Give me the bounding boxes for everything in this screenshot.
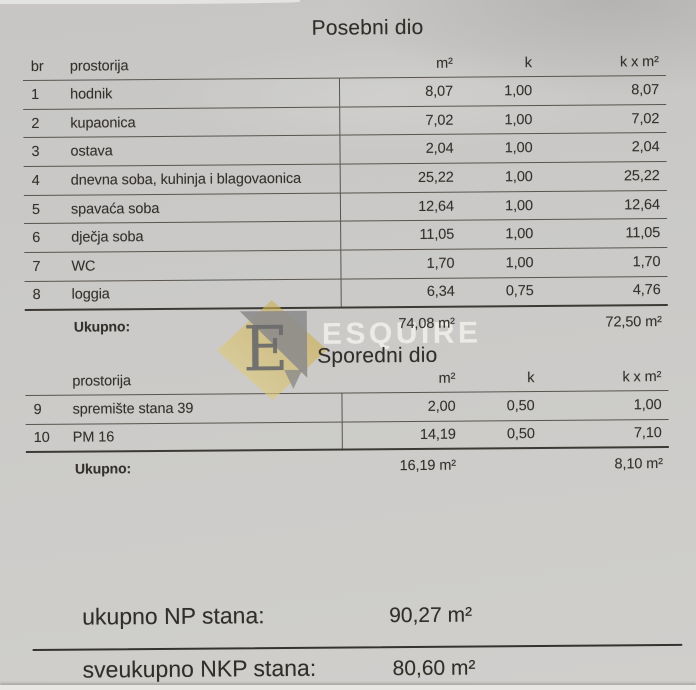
section1-title: Posebni dio [311,15,424,40]
cell-number: 5 [31,201,41,218]
total-kxm2: 8,10 m² [614,456,664,473]
np-value: 90,27 m² [389,603,473,628]
cell-number: 1 [31,86,40,103]
cell-k: 1,00 [504,111,533,128]
cell-kxm2: 4,76 [632,282,661,299]
cell-m2: 1,70 [340,249,460,279]
cell-k: 1,00 [504,82,533,100]
np-label: ukupno NP stana: [82,602,265,630]
summary-divider-line [32,643,683,651]
cell-m2: 25,22 [339,163,459,193]
cell-number: 10 [33,429,50,447]
cell-room: hodnik [70,86,113,103]
cell-number: 4 [31,172,40,189]
cell-kxm2: 7,10 [633,425,662,442]
cell-number: 7 [32,258,41,275]
gray-tip [284,369,303,389]
total-kxm2: 72,50 m² [605,313,662,330]
logo-letter: E [243,312,289,385]
cell-k: 1,00 [505,197,534,214]
cell-number: 2 [31,115,40,132]
header-br: br [30,58,44,75]
nkp-label: sveukupno NKP stana: [82,654,317,683]
cell-k: 1,00 [504,140,533,157]
cell-room: WC [71,258,96,275]
header-k: k [524,55,532,72]
cell-room: dječja soba [71,229,144,246]
gray-facet [239,310,308,378]
header-room: prostorija [69,58,129,75]
total-row: Ukupno: 16,19 m² 8,10 m² [26,448,669,485]
cell-m2: 11,05 [340,221,460,250]
cell-m2: 2,04 [339,135,459,164]
section2-title: Sporedni dio [317,343,438,368]
cell-room: dnevna soba, kuhinja i blagovaonica [70,170,302,189]
cell-kxm2: 1,00 [633,396,662,414]
cell-m2: 14,19 [341,421,461,449]
esquire-watermark: E ESQUIRE [205,289,506,411]
cell-kxm2: 1,70 [632,254,661,271]
nkp-value: 80,60 m² [392,656,476,681]
header-kxm2: k x m² [619,54,659,71]
total-m2: 74,08 m² [398,315,455,332]
total-label: Ukupno: [74,460,132,478]
header-kxm2: k x m² [622,369,662,386]
cell-room: ostava [70,143,113,160]
total-label: Ukupno: [73,317,131,335]
cell-kxm2: 11,05 [625,225,661,242]
cell-number: 8 [32,287,41,304]
total-row: Ukupno: 74,08 m² 72,50 m² [25,305,668,342]
cell-room: kupaonica [70,114,136,132]
cell-kxm2: 8,07 [631,81,660,99]
cell-k: 1,00 [504,168,533,186]
cell-number: 3 [31,144,40,161]
summary-np-row: ukupno NP stana: 90,27 m² [82,601,472,631]
cell-m2: 12,64 [339,192,460,221]
cell-k: 1,00 [505,226,534,243]
scan-bottom-edge [0,685,696,690]
cell-room: PM 16 [72,429,115,446]
total-m2: 16,19 m² [399,458,457,475]
header-m2: m² [436,55,453,72]
cell-number: 9 [33,401,42,418]
cell-m2: 8,07 [338,77,459,107]
cell-room: spavaća soba [70,200,160,218]
cell-kxm2: 2,04 [631,139,660,156]
cell-k: 1,00 [505,255,534,272]
cell-number: 6 [32,230,41,247]
summary-nkp-row: sveukupno NKP stana: 80,60 m² [82,654,475,684]
esquire-logo-diamond: E [217,300,328,401]
cell-kxm2: 12,64 [624,196,661,213]
cell-kxm2: 7,02 [631,110,660,127]
cell-kxm2: 25,22 [623,167,660,185]
cell-k: 0,50 [506,426,535,443]
cell-m2: 7,02 [339,106,459,135]
